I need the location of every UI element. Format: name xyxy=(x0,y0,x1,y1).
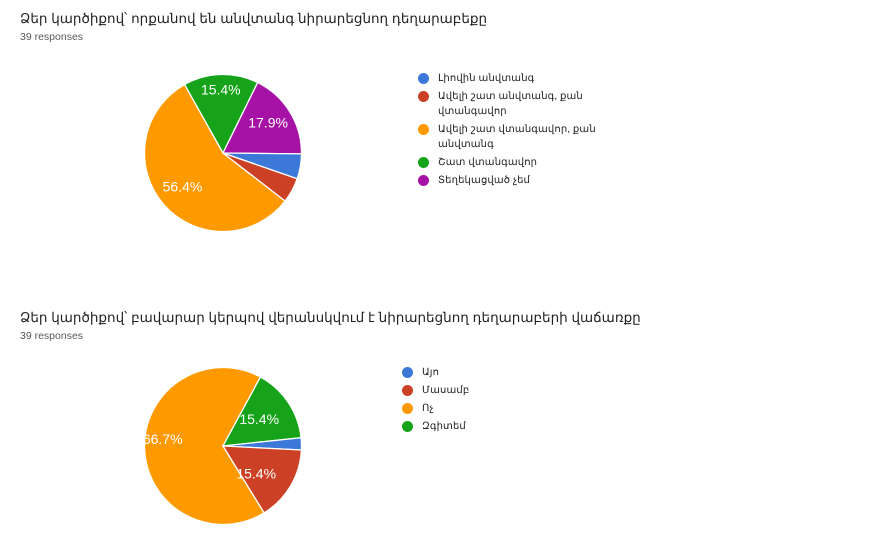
svg-text:17.9%: 17.9% xyxy=(248,115,288,131)
svg-text:66.7%: 66.7% xyxy=(142,431,182,447)
svg-text:15.4%: 15.4% xyxy=(236,466,276,482)
svg-text:56.4%: 56.4% xyxy=(162,179,202,195)
svg-text:15.4%: 15.4% xyxy=(200,81,240,97)
svg-text:15.4%: 15.4% xyxy=(239,411,279,427)
